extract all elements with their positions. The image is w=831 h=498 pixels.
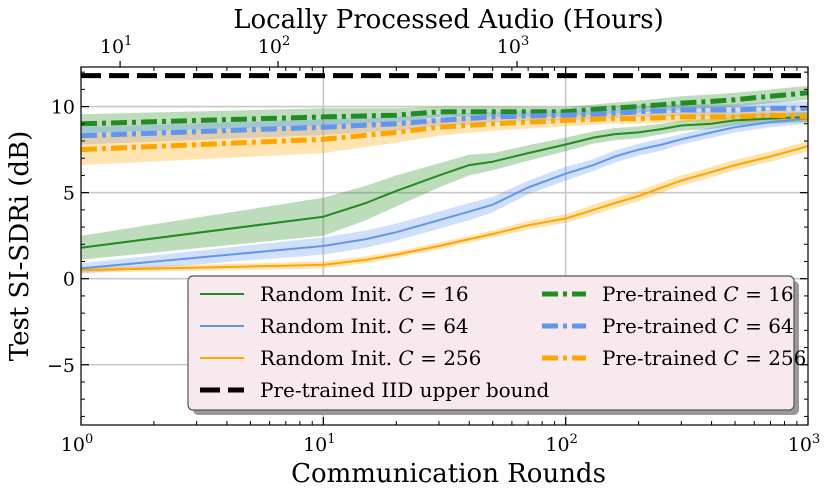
series-line bbox=[80, 117, 809, 270]
legend-label: Random Init. C = 16 bbox=[260, 282, 469, 306]
y-tick-label: 10 bbox=[51, 97, 75, 119]
confidence-band bbox=[81, 110, 808, 166]
series-line bbox=[80, 145, 809, 272]
x-tick-label: 102 bbox=[545, 432, 577, 456]
series-line bbox=[80, 115, 809, 249]
confidence-band bbox=[81, 141, 808, 273]
top-tick-label: 103 bbox=[497, 34, 529, 58]
ticks-layer: 100 101 102 103 101 102 103 10 5 0 −5 bbox=[47, 34, 820, 456]
lines-layer bbox=[80, 73, 809, 272]
x-axis-label: Communication Rounds bbox=[291, 459, 606, 489]
series-line bbox=[80, 90, 809, 127]
legend-label: Random Init. C = 64 bbox=[260, 314, 469, 338]
x-tick-label: 101 bbox=[303, 432, 335, 456]
legend: Random Init. C = 16 Pre-trained C = 16 Ran… bbox=[187, 275, 806, 415]
y-axis-label: Test SI-SDRi (dB) bbox=[5, 131, 35, 361]
legend-box bbox=[187, 275, 795, 411]
legend-label: Pre-trained C = 256 bbox=[602, 346, 806, 370]
confidence-band bbox=[81, 111, 808, 260]
top-tick-label: 101 bbox=[100, 34, 132, 58]
legend-label: Pre-trained C = 64 bbox=[602, 314, 794, 338]
legend-label: Pre-trained C = 16 bbox=[602, 282, 794, 306]
top-tick-label: 102 bbox=[258, 34, 290, 58]
x-tick-label: 103 bbox=[788, 432, 820, 456]
series-line bbox=[80, 112, 809, 153]
y-tick-label: 5 bbox=[63, 183, 75, 205]
legend-label: Random Init. C = 256 bbox=[260, 346, 481, 370]
legend-label: Pre-trained IID upper bound bbox=[260, 378, 549, 402]
x-tick-label: 100 bbox=[61, 432, 93, 456]
series-line bbox=[80, 105, 808, 139]
y-tick-label: −5 bbox=[47, 355, 75, 377]
plot-frame bbox=[80, 66, 809, 426]
top-axis-label: Locally Processed Audio (Hours) bbox=[233, 5, 664, 35]
y-tick-label: 0 bbox=[63, 269, 75, 291]
